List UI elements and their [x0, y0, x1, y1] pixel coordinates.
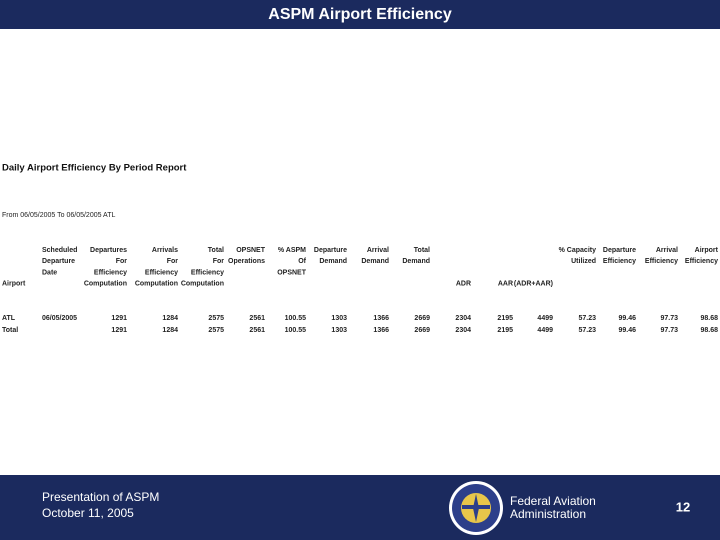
column-header: Arrival — [656, 247, 678, 254]
column-header: Departure — [314, 247, 347, 254]
column-header: Of — [298, 258, 306, 265]
page-number: 12 — [676, 499, 690, 514]
column-header: Efficiency — [145, 269, 178, 276]
table-cell: 1303 — [331, 315, 347, 322]
table-cell: 1303 — [331, 327, 347, 334]
column-header: Computation — [181, 281, 224, 288]
table-cell: 2575 — [208, 327, 224, 334]
agency-line: Federal Aviation — [510, 494, 596, 508]
column-header: (ADR+AAR) — [514, 281, 553, 288]
column-header: Demand — [319, 258, 347, 265]
column-header: % ASPM — [278, 247, 306, 254]
table-cell: 2561 — [249, 327, 265, 334]
column-header: Total — [414, 247, 430, 254]
table-cell: 2669 — [414, 327, 430, 334]
table-cell: 1291 — [111, 315, 127, 322]
presentation-label: Presentation of ASPM — [42, 490, 159, 504]
table-cell: 97.73 — [660, 315, 678, 322]
table-cell: 1366 — [373, 327, 389, 334]
table-cell: 2561 — [249, 315, 265, 322]
table-cell: 1284 — [162, 327, 178, 334]
column-header: OPSNET — [277, 269, 307, 276]
column-header: Departure — [42, 258, 75, 265]
table-cell: 4499 — [537, 327, 553, 334]
table-cell: 2195 — [497, 327, 513, 334]
slide-title: ASPM Airport Efficiency — [268, 6, 452, 23]
table-cell: 1366 — [373, 315, 389, 322]
table-cell: 98.68 — [700, 315, 718, 322]
footer-bar — [0, 475, 720, 540]
faa-seal — [449, 481, 503, 535]
column-header: Departures — [90, 247, 127, 254]
report-filter: From 06/05/2005 To 06/05/2005 ATL — [2, 212, 115, 219]
table-cell: 06/05/2005 — [42, 315, 77, 322]
column-header: Computation — [135, 281, 178, 288]
column-header: Efficiency — [645, 258, 678, 265]
table-cell: ATL — [2, 315, 16, 322]
presentation-date: October 11, 2005 — [42, 506, 134, 520]
column-header: Arrivals — [152, 247, 178, 254]
column-header: Scheduled — [42, 247, 77, 254]
column-header: Demand — [402, 258, 430, 265]
column-header: Efficiency — [191, 269, 224, 276]
table-cell: 99.46 — [618, 327, 636, 334]
column-header: Demand — [361, 258, 389, 265]
column-header: Departure — [603, 247, 636, 254]
column-header: Airport — [695, 247, 719, 254]
column-header: Utilized — [571, 258, 596, 265]
table-cell: 99.46 — [618, 315, 636, 322]
column-header: % Capacity — [559, 247, 596, 254]
column-header: Efficiency — [603, 258, 636, 265]
agency-line: Administration — [510, 507, 586, 521]
column-header: Efficiency — [94, 269, 127, 276]
report-table: Airport Scheduled Departure Date Departures F… — [2, 247, 719, 334]
table-cell: 1291 — [111, 327, 127, 334]
table-cell: 57.23 — [578, 327, 596, 334]
table-cell: 2304 — [455, 327, 471, 334]
table-cell: 4499 — [537, 315, 553, 322]
column-header: Airport — [2, 281, 26, 288]
column-header: Efficiency — [685, 258, 718, 265]
table-cell: 2304 — [455, 315, 471, 322]
table-cell: Total — [2, 327, 18, 334]
column-header: Computation — [84, 281, 127, 288]
column-header: AAR — [498, 281, 513, 288]
column-header: Date — [42, 269, 57, 276]
table-cell: 97.73 — [660, 327, 678, 334]
table-cell: 2195 — [497, 315, 513, 322]
column-header: ADR — [456, 281, 471, 288]
column-header: Total — [208, 247, 224, 254]
column-header: Arrival — [367, 247, 389, 254]
table-cell: 100.55 — [285, 327, 307, 334]
column-header: Operations — [228, 258, 265, 265]
title-bar — [0, 0, 720, 29]
column-header: For — [213, 258, 225, 265]
column-header: OPSNET — [236, 247, 266, 254]
table-cell: 100.55 — [285, 315, 307, 322]
table-cell: 2669 — [414, 315, 430, 322]
report-title: Daily Airport Efficiency By Period Repor… — [2, 163, 187, 174]
table-cell: 1284 — [162, 315, 178, 322]
table-cell: 98.68 — [700, 327, 718, 334]
table-cell: 2575 — [208, 315, 224, 322]
column-header: For — [167, 258, 179, 265]
column-header: For — [116, 258, 128, 265]
table-cell: 57.23 — [578, 315, 596, 322]
